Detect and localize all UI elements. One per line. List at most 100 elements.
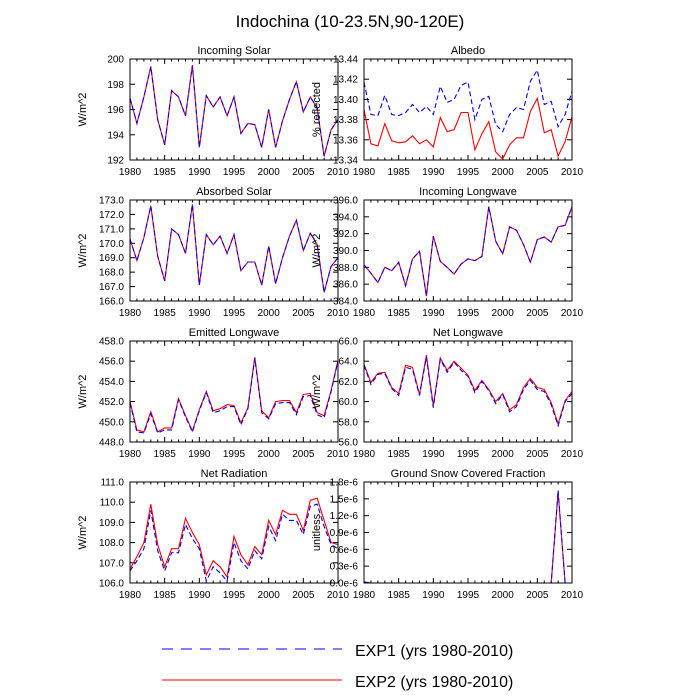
y-axis-label: W/m^2 [311,234,323,268]
x-tick-label: 1990 [188,308,211,319]
x-tick-label: 1995 [223,308,246,319]
y-axis-label: % reflected [311,82,323,137]
panel-title: Net Radiation [201,468,268,480]
y-tick-label: 454.0 [99,377,124,388]
y-tick-label: 390.0 [333,246,358,257]
x-tick-label: 1990 [188,167,211,178]
y-axis-label: W/m^2 [77,93,89,127]
y-tick-label: 58.0 [339,417,359,428]
x-tick-label: 2010 [561,590,584,601]
x-tick-label: 1980 [119,167,142,178]
y-tick-label: 171.0 [99,224,124,235]
y-axis-label: W/m^2 [311,375,323,409]
series-line-exp2 [363,355,573,426]
x-tick-label: 2005 [526,308,549,319]
x-tick-label: 2000 [258,449,281,460]
x-tick-label: 2000 [492,449,515,460]
panel-title: Emitted Longwave [189,327,280,339]
x-tick-label: 1980 [353,308,376,319]
x-tick-label: 1985 [388,308,411,319]
series-line-exp2 [363,492,572,584]
y-tick-label: 107.0 [99,558,124,569]
x-tick-label: 2005 [526,449,549,460]
x-tick-label: 1990 [188,590,211,601]
series-line-exp2 [129,357,339,433]
y-tick-label: 192 [107,156,124,167]
y-tick-label: 458.0 [99,337,124,348]
series-line-exp2 [363,206,573,296]
series-line-exp1 [363,357,573,428]
x-tick-label: 1985 [388,167,411,178]
x-tick-label: 1980 [353,167,376,178]
x-tick-label: 1980 [353,449,376,460]
x-tick-label: 2010 [561,308,584,319]
series-line-exp2 [363,96,573,160]
y-tick-label: 392.0 [333,229,358,240]
x-tick-label: 1980 [353,590,376,601]
y-tick-label: 13.42 [333,75,358,86]
x-tick-label: 1995 [223,167,246,178]
x-tick-label: 1995 [223,449,246,460]
x-tick-label: 1995 [223,590,246,601]
y-tick-label: 110.0 [100,498,125,509]
x-tick-label: 1990 [422,308,445,319]
y-tick-label: 200 [107,55,124,66]
x-tick-label: 1985 [154,167,177,178]
x-tick-label: 1990 [422,590,445,601]
y-tick-label: 13.36 [333,135,358,146]
series-line-exp2 [129,65,339,157]
y-tick-label: 60.0 [339,397,359,408]
plot-frame [129,481,339,584]
plot-frame [129,340,339,443]
x-tick-label: 2010 [561,449,584,460]
x-tick-label: 2005 [526,590,549,601]
series-line-exp2 [129,497,339,579]
series-line-exp1 [129,204,339,293]
x-tick-label: 1985 [388,449,411,460]
y-tick-label: 194 [107,130,124,141]
y-tick-label: 0.6e-6 [330,545,359,556]
y-tick-label: 1.8e-6 [330,478,359,489]
x-tick-label: 2005 [292,590,315,601]
series-line-exp1 [363,206,573,296]
y-tick-label: 56.0 [339,438,359,449]
y-tick-label: 13.38 [333,115,358,126]
x-tick-label: 2005 [292,449,315,460]
y-axis-label: W/m^2 [77,234,89,268]
panels-grid: Incoming Solar W/m^2 1980 1985 1990 1995 2000 2… [77,45,584,601]
figure-title: Indochina (10-23.5N,90-120E) [236,12,465,31]
y-tick-label: 384.0 [333,297,358,308]
panel-albedo: Albedo % reflected 1980 1985 1990 1995 2000 200… [311,45,584,178]
y-tick-label: 64.0 [339,357,359,368]
x-tick-label: 2010 [327,308,350,319]
x-tick-label: 2000 [492,167,515,178]
x-tick-label: 1980 [119,308,142,319]
y-tick-label: 13.34 [333,156,358,167]
y-tick-label: 386.0 [333,280,358,291]
y-tick-label: 168.0 [99,268,124,279]
panel-title: Net Longwave [433,327,503,339]
plot-frame [363,199,573,302]
y-tick-label: 170.0 [99,239,124,250]
y-tick-label: 106.0 [99,579,124,590]
y-tick-label: 173.0 [99,196,124,207]
y-tick-label: 108.0 [99,538,124,549]
y-tick-label: 0.0e-6 [330,579,359,590]
panel-net-longwave: Net Longwave W/m^2 1980 1985 1990 1995 2000 200… [311,327,584,460]
x-tick-label: 2000 [258,308,281,319]
y-tick-label: 456.0 [99,357,124,368]
x-tick-label: 1995 [457,167,480,178]
y-tick-label: 0.9e-6 [330,528,359,539]
y-axis-label: unitless [311,513,323,551]
plot-frame [363,58,573,161]
x-tick-label: 2005 [526,167,549,178]
panel-emitted-longwave: Emitted Longwave W/m^2 1980 1985 1990 1995 200… [77,327,350,460]
x-tick-label: 2005 [292,167,315,178]
x-tick-label: 2010 [327,167,350,178]
series-line-exp1 [129,358,339,434]
panel-ground-snow-covered-fraction: Ground Snow Covered Fraction unitless 1980… [311,468,584,601]
y-tick-label: 13.40 [333,95,358,106]
x-tick-label: 1980 [119,590,142,601]
y-tick-label: 0.3e-6 [330,562,359,573]
